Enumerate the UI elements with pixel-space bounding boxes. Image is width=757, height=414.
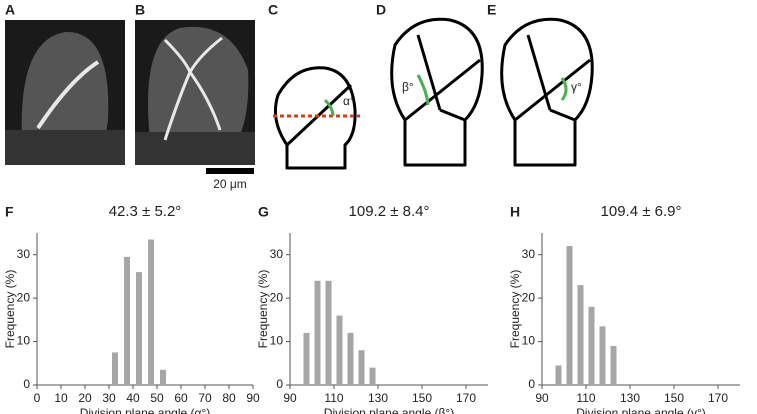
y-tick-label: 30 bbox=[522, 247, 536, 261]
y-tick-label: 10 bbox=[17, 334, 31, 348]
panel-label: C bbox=[268, 2, 278, 18]
bar bbox=[325, 280, 332, 385]
micrograph-b bbox=[135, 20, 255, 165]
bar bbox=[599, 326, 606, 385]
x-axis-label: Division plane angle (γ°) bbox=[576, 406, 706, 414]
x-tick-label: 150 bbox=[412, 391, 432, 405]
x-tick-label: 130 bbox=[620, 391, 640, 405]
x-tick-label: 170 bbox=[456, 391, 476, 405]
x-tick-label: 90 bbox=[283, 391, 297, 405]
y-tick-label: 0 bbox=[276, 377, 283, 391]
x-tick-label: 50 bbox=[150, 391, 164, 405]
x-tick-label: 110 bbox=[324, 391, 343, 405]
x-tick-label: 0 bbox=[34, 391, 41, 405]
scale-bar bbox=[206, 168, 254, 174]
y-tick-label: 10 bbox=[522, 334, 536, 348]
x-tick-label: 110 bbox=[576, 391, 595, 405]
panel-label: H bbox=[510, 204, 520, 220]
x-axis-label: Division plane angle (β°) bbox=[324, 406, 454, 414]
diagram-d: β° bbox=[390, 17, 484, 167]
x-tick-label: 10 bbox=[54, 391, 68, 405]
x-tick-label: 130 bbox=[368, 391, 388, 405]
x-tick-label: 60 bbox=[174, 391, 188, 405]
bar bbox=[566, 246, 573, 385]
chart-title: 109.2 ± 8.4° bbox=[349, 203, 430, 220]
y-tick-label: 0 bbox=[528, 377, 535, 391]
bar bbox=[336, 315, 343, 385]
chart-title: 109.4 ± 6.9° bbox=[601, 203, 682, 220]
y-tick-label: 20 bbox=[522, 290, 536, 304]
y-tick-label: 20 bbox=[17, 290, 31, 304]
bar bbox=[358, 350, 365, 385]
panel-label: A bbox=[5, 2, 15, 18]
bar bbox=[369, 367, 376, 385]
panel-label: G bbox=[258, 204, 269, 220]
y-tick-label: 0 bbox=[23, 377, 30, 391]
y-axis-label: Frequency (%) bbox=[256, 270, 270, 349]
x-tick-label: 30 bbox=[102, 391, 116, 405]
y-tick-label: 10 bbox=[270, 334, 284, 348]
chart-title: 42.3 ± 5.2° bbox=[109, 203, 182, 220]
bar bbox=[555, 365, 562, 385]
x-axis-label: Division plane angle (α°) bbox=[80, 406, 210, 414]
bar bbox=[314, 280, 321, 385]
bar bbox=[588, 306, 595, 385]
x-tick-label: 90 bbox=[246, 391, 260, 405]
diagram-e: γ° bbox=[500, 17, 594, 167]
bar bbox=[160, 369, 166, 385]
y-tick-label: 30 bbox=[270, 247, 284, 261]
x-tick-label: 70 bbox=[198, 391, 212, 405]
x-tick-label: 40 bbox=[126, 391, 140, 405]
angle-label: α° bbox=[343, 94, 355, 108]
y-axis-label: Frequency (%) bbox=[3, 270, 17, 349]
bar bbox=[112, 352, 118, 385]
bar bbox=[610, 345, 617, 385]
bar bbox=[124, 256, 130, 385]
diagram-c: α° bbox=[273, 66, 360, 170]
panel-label: F bbox=[5, 204, 14, 220]
scale-label: 20 μm bbox=[213, 177, 247, 191]
x-tick-label: 170 bbox=[708, 391, 728, 405]
x-tick-label: 150 bbox=[664, 391, 684, 405]
y-tick-label: 20 bbox=[270, 290, 284, 304]
micrograph-a bbox=[5, 20, 125, 165]
x-tick-label: 80 bbox=[222, 391, 236, 405]
y-tick-label: 30 bbox=[17, 247, 31, 261]
bar bbox=[577, 285, 584, 385]
y-axis-label: Frequency (%) bbox=[508, 270, 522, 349]
bar bbox=[303, 332, 310, 385]
panel-label: D bbox=[376, 2, 386, 18]
bar bbox=[148, 239, 154, 385]
bar bbox=[347, 332, 354, 385]
panel-label: E bbox=[487, 2, 496, 18]
angle-label: β° bbox=[402, 80, 414, 94]
panel-label: B bbox=[135, 2, 145, 18]
bar bbox=[136, 272, 142, 385]
x-tick-label: 90 bbox=[535, 391, 549, 405]
angle-label: γ° bbox=[571, 80, 582, 94]
x-tick-label: 20 bbox=[78, 391, 92, 405]
